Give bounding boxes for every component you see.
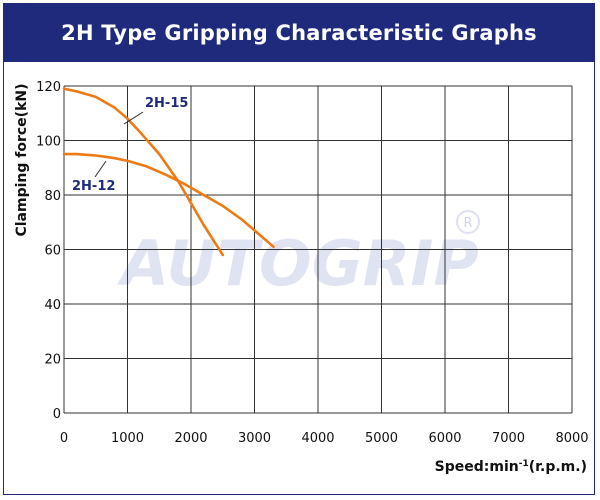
y-axis-label: Clamping force(kN) — [14, 83, 30, 236]
series-label-2h-12: 2H-12 — [72, 179, 115, 194]
x-axis-label-sup: -1 — [519, 459, 529, 469]
x-tick-label: 3000 — [238, 431, 271, 446]
series-label-2h-15: 2H-15 — [145, 96, 188, 111]
registered-mark-letter: R — [463, 216, 472, 231]
y-tick-label: 80 — [44, 189, 61, 204]
series-leader-line — [94, 160, 107, 178]
x-tick-label: 5000 — [365, 431, 398, 446]
x-axis-label-tail: (r.p.m.) — [529, 459, 587, 475]
x-tick-label: 4000 — [301, 431, 334, 446]
page-title: 2H Type Gripping Characteristic Graphs — [4, 4, 594, 62]
x-tick-label: 8000 — [555, 431, 588, 446]
registered-mark-circle — [456, 210, 480, 234]
x-tick-label: 2000 — [174, 431, 207, 446]
x-axis-label: Speed:min-1(r.p.m.) — [435, 459, 587, 475]
y-tick-label: 120 — [36, 80, 61, 95]
x-axis-label-main: Speed:min — [435, 459, 519, 475]
y-tick-label: 100 — [36, 135, 61, 150]
x-tick-label: 7000 — [492, 431, 525, 446]
series-line-2h-12 — [62, 152, 275, 249]
y-tick-label: 40 — [44, 298, 61, 313]
series-leader-line — [123, 111, 144, 125]
watermark-text: AUTOGRIP — [116, 227, 479, 300]
chart-series — [62, 87, 275, 257]
x-tick-label: 6000 — [428, 431, 461, 446]
x-tick-label: 1000 — [111, 431, 144, 446]
y-tick-label: 60 — [44, 244, 61, 259]
series-labels: 2H-15 2H-12 — [72, 96, 188, 194]
x-tick-label: 0 — [60, 431, 68, 446]
chart-grid — [63, 85, 573, 414]
chart-tick-labels: 0 1000 2000 3000 4000 5000 6000 7000 8000 0 20 40 60… — [36, 80, 588, 446]
watermark-logo: AUTOGRIP R — [116, 210, 480, 300]
y-tick-label: 0 — [53, 407, 61, 422]
y-tick-label: 20 — [44, 353, 61, 368]
series-line-2h-15 — [62, 87, 225, 257]
